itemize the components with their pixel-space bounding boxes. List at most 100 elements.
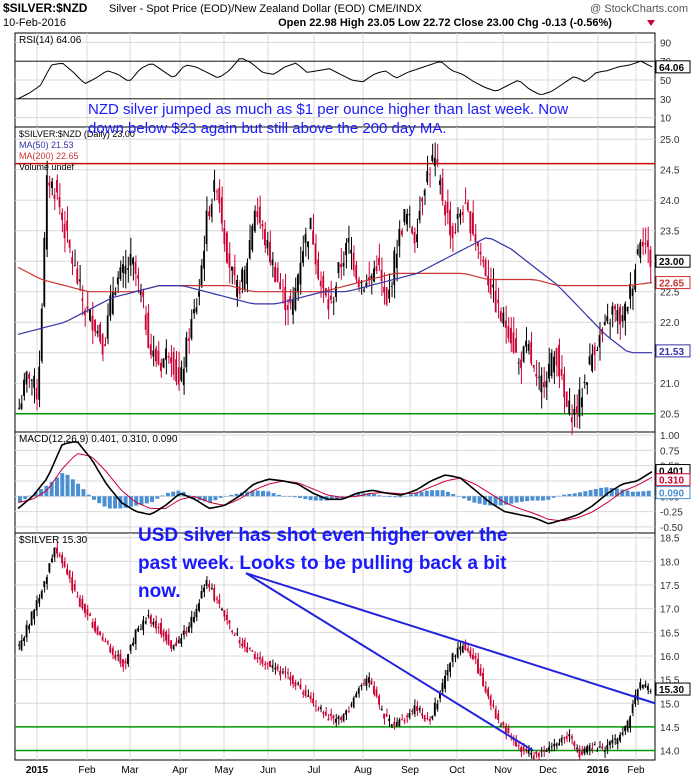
usd-candle xyxy=(471,654,474,660)
usd-candle xyxy=(385,713,388,717)
usd-annotation-line-2: past week. Looks to be pulling back a bi… xyxy=(138,553,507,574)
usd-candle xyxy=(530,752,533,755)
macd-histogram-bar xyxy=(472,496,477,503)
usd-candle xyxy=(403,720,406,722)
macd-histogram-bar xyxy=(224,495,229,497)
nzd-candle xyxy=(111,291,114,314)
macd-histogram-bar xyxy=(551,496,556,498)
nzd-candle xyxy=(588,356,591,365)
usd-candle xyxy=(517,745,520,747)
macd-histogram-bar xyxy=(303,496,308,500)
usd-candle xyxy=(616,738,619,745)
usd-candle xyxy=(624,726,626,732)
usd-candle xyxy=(101,636,104,641)
nzd-candle xyxy=(89,309,91,321)
nzd-candle xyxy=(248,240,251,259)
nzd-candle xyxy=(446,201,449,213)
usd-candle xyxy=(502,721,505,725)
macd-histogram-bar xyxy=(76,483,81,497)
nzd-candle xyxy=(631,288,634,297)
nzd-candle xyxy=(246,262,249,285)
nzd-candle xyxy=(50,181,53,188)
usd-candle xyxy=(286,672,289,674)
y-tick-label: 16.5 xyxy=(660,628,680,639)
nzd-candle xyxy=(99,324,101,342)
annotations: NZD silver jumped as much as $1 per ounc… xyxy=(88,101,568,602)
usd-candle xyxy=(23,637,25,642)
usd-candle xyxy=(284,671,287,673)
nzd-candle xyxy=(198,291,200,297)
macd-histogram-bar xyxy=(97,496,102,504)
x-tick-label: Dec xyxy=(539,765,557,776)
macd-histogram-bar xyxy=(477,496,482,504)
y-tick-label: -0.25 xyxy=(660,508,683,519)
nzd-candle xyxy=(223,228,226,245)
macd-histogram-bar xyxy=(23,496,28,500)
usd-candle xyxy=(218,599,221,604)
usd-candle xyxy=(223,610,226,617)
macd-histogram-bar xyxy=(266,491,271,497)
last-value-box xyxy=(655,254,691,268)
nzd-candle xyxy=(626,306,629,312)
nzd-candle xyxy=(286,305,289,311)
y-tick-label: 20.5 xyxy=(660,410,680,421)
macd-histogram-bar xyxy=(144,496,149,504)
usd-candle xyxy=(94,621,96,632)
y-tick-label: 25.0 xyxy=(660,135,680,146)
x-tick-label: Jul xyxy=(308,765,321,776)
usd-candle xyxy=(312,698,314,704)
usd-candle xyxy=(540,750,543,752)
nzd-candle xyxy=(233,267,236,276)
nzd-candle xyxy=(144,314,147,330)
nzd-candle xyxy=(160,362,162,372)
usd-candle xyxy=(228,620,231,624)
usd-candle xyxy=(611,739,614,744)
macd-histogram-bar xyxy=(155,496,160,499)
nzd-candle xyxy=(322,276,325,289)
nzd-candle xyxy=(464,202,467,204)
usd-candle xyxy=(114,654,117,659)
macd-histogram-bar xyxy=(70,479,75,497)
y-tick-label: 17.0 xyxy=(660,605,680,616)
usd-candle xyxy=(177,639,180,644)
nzd-candle xyxy=(203,250,205,269)
nzd-candle xyxy=(646,240,649,248)
nzd-candle xyxy=(279,282,281,290)
nzd-candle xyxy=(575,406,578,413)
nzd-candle xyxy=(38,366,41,400)
usd-candle xyxy=(644,684,647,688)
nzd-candle xyxy=(35,387,38,400)
nzd-candle xyxy=(134,261,137,274)
nzd-candle xyxy=(373,268,375,282)
usd-candle xyxy=(322,712,325,714)
macd-histogram-bar xyxy=(39,489,44,497)
macd-histogram-bar xyxy=(519,496,524,502)
nzd-candle xyxy=(357,279,360,288)
macd-histogram-bar xyxy=(440,490,445,497)
usd-candle xyxy=(586,746,588,753)
chart-description: Silver - Spot Price (EOD)/New Zealand Do… xyxy=(109,3,423,15)
last-value-label: 64.06 xyxy=(659,63,684,74)
usd-candle xyxy=(256,657,259,660)
nzd-candle xyxy=(423,190,426,196)
usd-candle xyxy=(324,711,327,716)
nzd-candle xyxy=(263,229,266,246)
nzd-candle xyxy=(570,417,573,423)
usd-candle xyxy=(175,642,178,647)
usd-candle xyxy=(89,613,91,616)
nzd-candle xyxy=(474,234,477,242)
usd-candle xyxy=(347,711,350,713)
nzd-candle xyxy=(116,277,119,285)
nzd-candle xyxy=(603,321,606,326)
nzd-candle xyxy=(522,346,525,362)
usd-candle xyxy=(649,690,652,692)
usd-candle xyxy=(436,703,439,710)
usd-candle xyxy=(291,675,294,684)
macd-histogram-bar xyxy=(107,496,112,509)
nzd-candle xyxy=(583,381,586,383)
nzd-candle xyxy=(555,348,558,366)
usd-candle xyxy=(390,724,393,727)
usd-candle xyxy=(504,725,507,734)
usd-candle xyxy=(116,655,119,657)
nzd-candle xyxy=(537,376,540,378)
